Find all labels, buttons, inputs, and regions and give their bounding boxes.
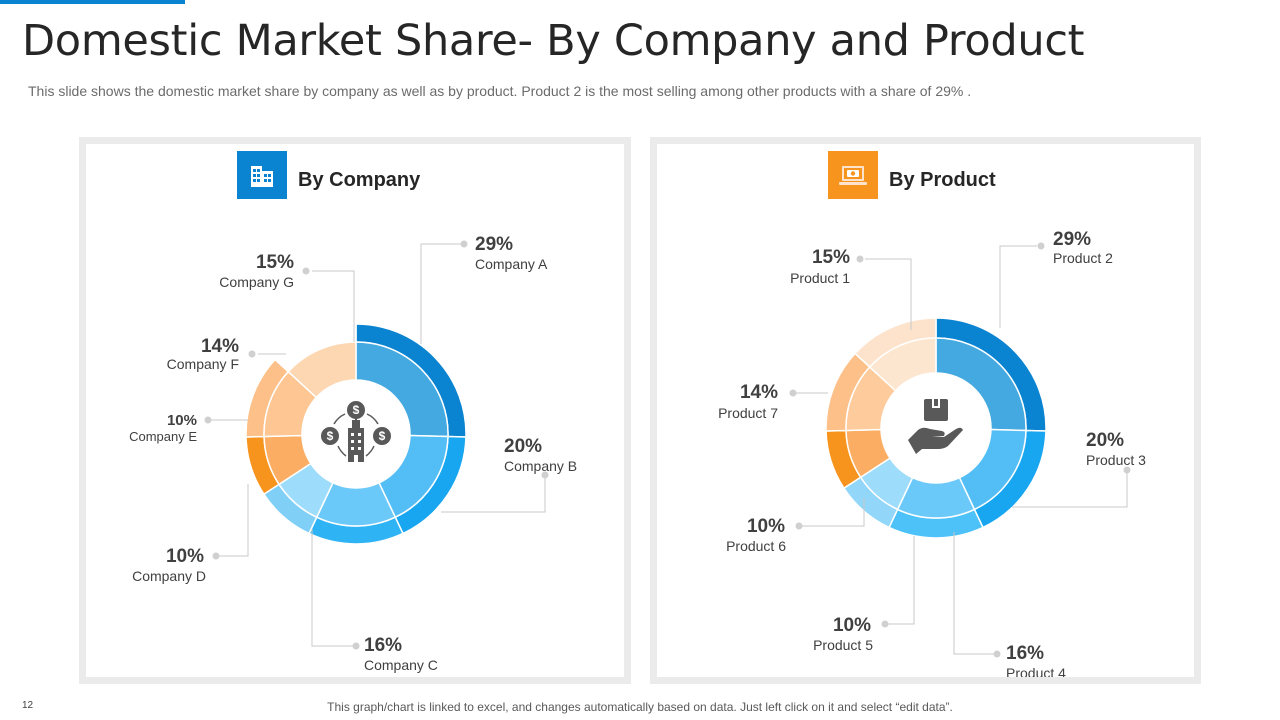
leader-dot [1037, 242, 1045, 250]
leader-line [311, 529, 356, 647]
company-a-value: 29% [475, 234, 513, 255]
leader-dot [881, 620, 889, 628]
leader-line [865, 258, 912, 330]
product-7-value: 14% [740, 382, 778, 403]
leader-dot [212, 552, 220, 560]
company-rings [245, 323, 467, 545]
leader-line [441, 475, 546, 513]
building-icon [237, 151, 287, 199]
leader-line [420, 243, 464, 344]
product-5-label: Product 5 [813, 637, 873, 653]
leader-line [885, 536, 915, 625]
leader-dot [460, 240, 468, 248]
product-3-label: Product 3 [1086, 452, 1146, 468]
company-share-panel: By Company $ $ $ 29% Company A [79, 137, 631, 684]
company-chart-title: By Company [298, 169, 421, 191]
hand-box-icon [908, 399, 963, 454]
company-e-label: Company E [129, 429, 197, 444]
company-g-value: 15% [256, 252, 294, 273]
product-rings [825, 317, 1047, 539]
page-number: 12 [22, 700, 34, 711]
leader-dot [248, 350, 256, 358]
leader-line [999, 245, 1037, 328]
leader-dot [541, 471, 549, 479]
company-g-label: Company G [219, 274, 294, 290]
product-6-value: 10% [747, 516, 785, 537]
product-4-label: Product 4 [1006, 665, 1066, 677]
leader-dot [789, 389, 797, 397]
money-laptop-icon [828, 151, 878, 199]
svg-text:$: $ [353, 403, 360, 417]
leader-dot [993, 650, 1001, 658]
leader-dot [856, 255, 864, 263]
product-2-label: Product 2 [1053, 250, 1113, 266]
product-share-panel: By Product 29% Product 2 20% Product 3 1… [650, 137, 1201, 684]
product-4-value: 16% [1006, 643, 1044, 664]
company-donut-chart[interactable]: $ $ $ 29% Company A 20% Company B 16% Co… [86, 144, 624, 677]
product-7-label: Product 7 [718, 405, 778, 421]
top-accent-bar [0, 0, 185, 4]
company-d-value: 10% [166, 546, 204, 567]
product-1-value: 15% [812, 247, 850, 268]
slide-title: Domestic Market Share- By Company and Pr… [22, 16, 1085, 66]
product-5-value: 10% [833, 615, 871, 636]
leader-line [216, 484, 249, 557]
svg-text:$: $ [327, 429, 334, 443]
leader-dot [302, 267, 310, 275]
company-b-label: Company B [504, 458, 577, 474]
leader-line [953, 532, 997, 655]
leader-dot [795, 522, 803, 530]
product-donut-hole [881, 373, 991, 483]
leader-line [799, 498, 865, 527]
footer-note: This graph/chart is linked to excel, and… [327, 700, 953, 714]
company-f-value: 14% [201, 336, 239, 357]
leader-dot [204, 416, 212, 424]
company-a-label: Company A [475, 256, 548, 272]
product-6-label: Product 6 [726, 538, 786, 554]
leader-line [312, 270, 355, 342]
company-d-label: Company D [132, 568, 206, 584]
company-e-value: 10% [167, 412, 197, 429]
svg-text:$: $ [379, 429, 386, 443]
company-f-label: Company F [167, 356, 239, 372]
company-c-label: Company C [364, 657, 438, 673]
leader-dot [1123, 466, 1131, 474]
dollar-network-icon: $ $ $ [321, 401, 391, 462]
company-b-value: 20% [504, 436, 542, 457]
product-donut-chart[interactable]: 29% Product 2 20% Product 3 16% Product … [657, 144, 1195, 677]
leader-dot [352, 642, 360, 650]
product-1-label: Product 1 [790, 270, 850, 286]
product-chart-title: By Product [889, 169, 996, 191]
product-2-value: 29% [1053, 229, 1091, 250]
leader-line [1012, 470, 1128, 508]
slide-subtitle: This slide shows the domestic market sha… [28, 83, 972, 99]
product-3-value: 20% [1086, 430, 1124, 451]
company-c-value: 16% [364, 635, 402, 656]
